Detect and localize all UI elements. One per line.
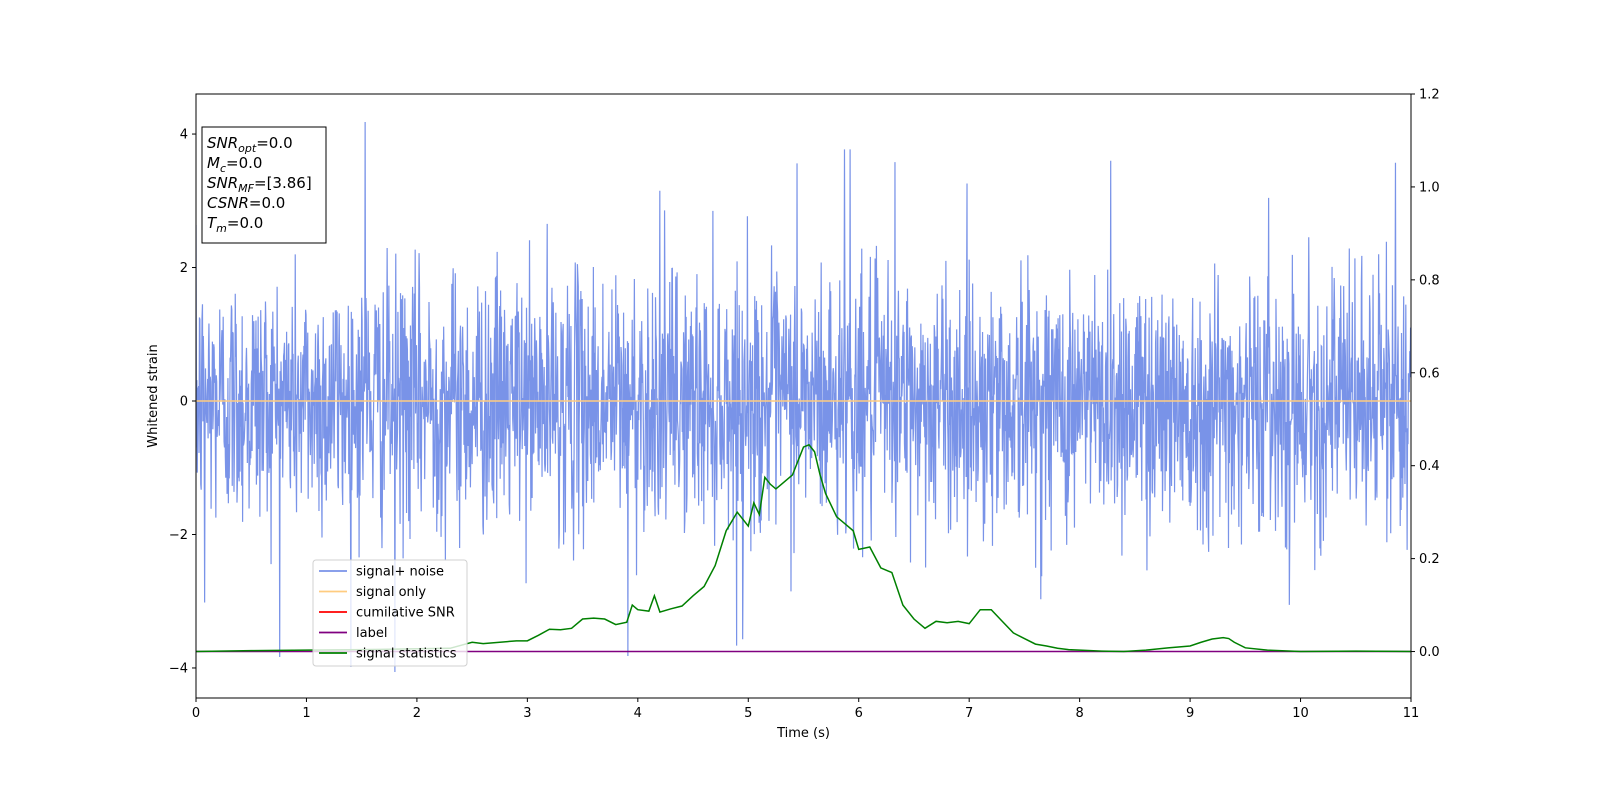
annotation-line: Mc=0.0: [207, 154, 262, 175]
y-left-tick-label: −2: [169, 528, 188, 543]
annotation-line: Tm=0.0: [207, 214, 263, 235]
y-right-tick-label: 0.8: [1419, 273, 1440, 288]
x-tick-label: 1: [302, 706, 310, 721]
legend-label: label: [356, 626, 387, 641]
annotation-line: SNRopt=0.0: [207, 134, 293, 155]
y-axis-label: Whitened strain: [146, 344, 161, 447]
y-left-tick-label: 0: [180, 395, 188, 410]
annotation-line: SNRMF=[3.86]: [207, 174, 312, 195]
legend-label: signal only: [356, 585, 426, 600]
y-right-tick-label: 0.0: [1419, 645, 1440, 660]
x-tick-label: 9: [1186, 706, 1194, 721]
y-left-tick-label: 4: [180, 128, 188, 143]
x-axis-label: Time (s): [776, 726, 830, 741]
annotation-frame: [201, 126, 327, 244]
x-tick-label: 11: [1403, 706, 1420, 721]
legend: signal+ noise signal only cumilative SNR la…: [312, 559, 468, 667]
x-tick-label: 0: [192, 706, 200, 721]
legend-label: signal statistics: [356, 647, 457, 662]
x-tick-label: 2: [413, 706, 421, 721]
series-line-signal-statistics: [196, 443, 1411, 653]
y-left-tick-label: −4: [169, 661, 188, 676]
x-tick-label: 7: [965, 706, 973, 721]
series-line-signal-noise: [196, 122, 1411, 672]
y-right-tick-label: 0.2: [1419, 552, 1440, 567]
plot-frame: [195, 93, 1412, 699]
x-tick-label: 3: [523, 706, 531, 721]
y-right-tick-label: 0.4: [1419, 459, 1440, 474]
x-tick-label: 5: [744, 706, 752, 721]
legend-label: cumilative SNR: [356, 606, 455, 621]
legend-frame: [312, 559, 468, 667]
x-tick-label: 6: [855, 706, 863, 721]
annotation-line: CSNR=0.0: [207, 194, 285, 212]
y-left-tick-label: 2: [180, 261, 188, 276]
x-axis: 0 1 2 3 4 5 6 7 8 9 10 11: [192, 698, 1419, 721]
y-right-tick-label: 1.2: [1419, 88, 1440, 103]
y-axis-left: −4 −2 0 2 4: [169, 128, 196, 676]
y-axis-right: 0.0 0.2 0.4 0.6 0.8 1.0 1.2: [1411, 88, 1440, 660]
series-signal-noise: [196, 122, 1411, 672]
legend-label: signal+ noise: [356, 565, 444, 580]
y-right-tick-label: 1.0: [1419, 180, 1440, 195]
x-tick-label: 8: [1075, 706, 1083, 721]
x-tick-label: 4: [634, 706, 642, 721]
x-tick-label: 10: [1292, 706, 1309, 721]
y-right-tick-label: 0.6: [1419, 366, 1440, 381]
